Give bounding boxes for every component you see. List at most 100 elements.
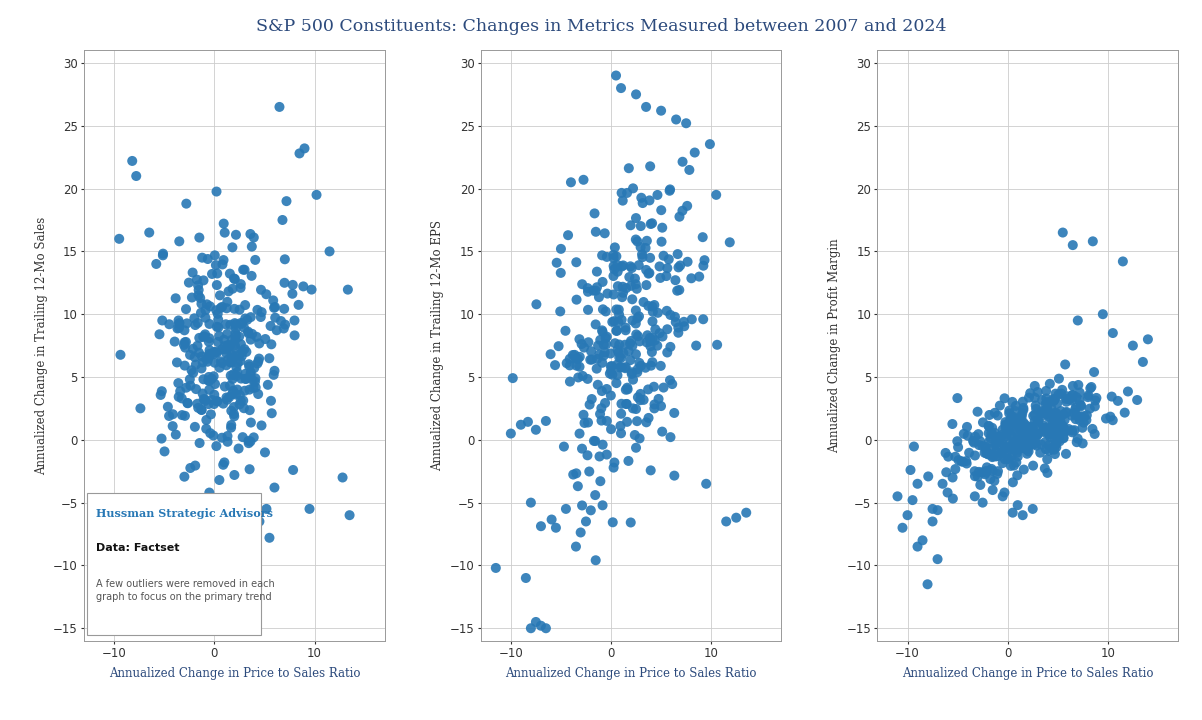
Point <box>1040 439 1059 451</box>
Point <box>630 336 649 347</box>
Point <box>219 339 238 351</box>
Point <box>1049 436 1069 447</box>
Point <box>566 467 585 479</box>
Point <box>626 442 645 454</box>
Y-axis label: Annualized Change in Profit Margin: Annualized Change in Profit Margin <box>828 238 841 453</box>
Point <box>234 343 254 355</box>
Point <box>671 260 690 271</box>
Point <box>178 397 197 409</box>
Point <box>570 361 589 372</box>
Point <box>541 348 560 360</box>
Point <box>996 422 1016 433</box>
Point <box>633 394 653 405</box>
Point <box>549 341 569 352</box>
Point <box>627 235 647 247</box>
Point <box>953 456 972 467</box>
Point <box>1054 433 1073 444</box>
Point <box>994 446 1013 457</box>
Point <box>645 335 665 346</box>
Point <box>224 369 243 380</box>
Point <box>274 323 293 334</box>
Point <box>294 143 314 154</box>
Point <box>183 292 202 303</box>
Point <box>969 471 988 482</box>
Point <box>670 284 689 296</box>
Point <box>208 268 227 279</box>
Point <box>557 503 576 515</box>
Point <box>160 318 179 330</box>
Point <box>589 340 608 351</box>
Point <box>631 395 650 406</box>
Point <box>612 187 631 199</box>
Point <box>561 176 581 188</box>
Point <box>147 258 166 270</box>
Point <box>965 465 984 477</box>
Point <box>200 318 219 330</box>
Point <box>194 374 213 385</box>
Point <box>972 467 992 478</box>
Point <box>186 359 206 370</box>
Point <box>231 338 250 350</box>
Point <box>603 516 623 528</box>
Point <box>990 431 1010 443</box>
Point <box>1033 410 1052 421</box>
Point <box>238 326 257 338</box>
Point <box>243 328 262 340</box>
Point <box>570 428 589 439</box>
Point <box>996 443 1016 454</box>
Point <box>668 248 688 260</box>
Point <box>1000 425 1019 436</box>
Point <box>1046 433 1065 445</box>
Point <box>257 503 276 515</box>
Point <box>938 487 957 498</box>
Point <box>626 279 645 290</box>
Point <box>578 449 597 461</box>
Point <box>320 246 339 257</box>
Point <box>219 342 238 354</box>
Point <box>1007 469 1027 481</box>
Point <box>597 331 617 343</box>
Point <box>239 437 258 449</box>
Point <box>618 382 637 393</box>
Point <box>218 394 237 405</box>
Point <box>593 439 612 451</box>
Point <box>239 435 258 446</box>
Point <box>1070 387 1089 398</box>
Point <box>642 346 661 358</box>
Point <box>1028 415 1047 427</box>
Point <box>212 302 231 314</box>
Point <box>648 340 667 351</box>
Point <box>623 315 642 326</box>
Point <box>923 503 942 515</box>
Point <box>240 228 260 240</box>
Point <box>1031 408 1051 420</box>
Point <box>936 467 956 478</box>
Point <box>593 250 612 261</box>
Point <box>240 384 260 395</box>
Point <box>1027 440 1046 451</box>
Point <box>989 434 1008 446</box>
Point <box>1053 227 1072 238</box>
Point <box>557 357 576 369</box>
Point <box>1047 420 1066 431</box>
Point <box>1049 426 1069 437</box>
Point <box>1071 400 1090 412</box>
Point <box>662 378 682 390</box>
Point <box>250 338 269 349</box>
Point <box>196 305 215 316</box>
Point <box>579 466 599 477</box>
Text: Data: Factset: Data: Factset <box>96 544 179 554</box>
Point <box>1020 438 1040 449</box>
Point <box>617 398 636 410</box>
Point <box>946 451 965 462</box>
Point <box>226 330 245 342</box>
Point <box>185 319 204 330</box>
Point <box>904 441 923 452</box>
Point <box>716 516 736 527</box>
Point <box>1102 391 1121 402</box>
Point <box>665 470 684 482</box>
Point <box>636 362 655 374</box>
Point <box>180 374 200 385</box>
Point <box>224 351 243 362</box>
Point <box>1043 393 1063 405</box>
